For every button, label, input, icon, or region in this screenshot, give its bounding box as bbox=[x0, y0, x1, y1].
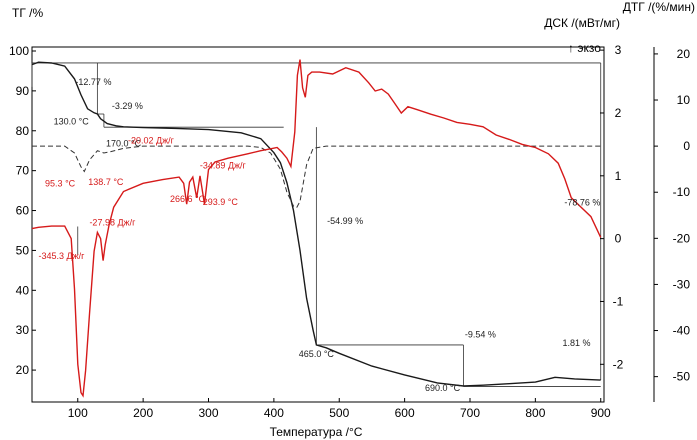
annotation-label: -9.54 % bbox=[465, 329, 496, 339]
annotation-label: 138.7 °C bbox=[88, 177, 124, 187]
y-dtg-tick-label: -40 bbox=[673, 324, 691, 338]
annotation-label: 95.3 °C bbox=[45, 179, 76, 189]
y-dsc-tick-label: 3 bbox=[615, 43, 622, 57]
y-tg-tick-label: 30 bbox=[16, 323, 30, 337]
annotation-label: -54.99 % bbox=[327, 216, 363, 226]
annotation-label: -3.29 % bbox=[112, 101, 143, 111]
y-axis-title-dsc: ДСК /(мВт/мг) bbox=[544, 16, 620, 30]
x-tick-label: 100 bbox=[68, 406, 88, 420]
y-dtg-tick-label: 10 bbox=[677, 93, 691, 107]
x-tick-label: 300 bbox=[198, 406, 218, 420]
x-tick-label: 500 bbox=[329, 406, 349, 420]
y-dsc-tick-label: 0 bbox=[615, 232, 622, 246]
y-dsc-tick-label: 1 bbox=[615, 169, 622, 183]
y-tg-tick-label: 100 bbox=[9, 44, 29, 58]
y-dtg-tick-label: 20 bbox=[677, 47, 691, 61]
annotation-label: -78.76 % bbox=[564, 197, 600, 207]
y-tg-tick-label: 40 bbox=[16, 283, 30, 297]
y-dtg-tick-label: -20 bbox=[673, 231, 691, 245]
series-line-dsc bbox=[31, 59, 602, 398]
x-tick-label: 200 bbox=[133, 406, 153, 420]
annotation-label: 465.0 °C bbox=[299, 349, 335, 359]
plot-area-frame bbox=[31, 46, 605, 403]
annotation-label: -345.3 Дж/г bbox=[38, 251, 85, 261]
annotation-label: -12.77 % bbox=[75, 77, 111, 87]
annotation-label: 130.0 °C bbox=[54, 116, 90, 126]
annotation-label: 170.0 °C bbox=[106, 139, 142, 149]
y-tg-tick-label: 60 bbox=[16, 204, 30, 218]
annotation-label: 293.9 °C bbox=[203, 197, 239, 207]
annotation-label: 266.6 °C bbox=[170, 194, 206, 204]
annotation-label: -34.89 Дж/г bbox=[200, 160, 247, 170]
annotation-label: -20.02 Дж/г bbox=[128, 136, 175, 146]
y-axis-title-dtg: ДТГ /(%/мин) bbox=[623, 0, 695, 14]
y-dtg-tick-label: -50 bbox=[673, 370, 691, 384]
x-tick-label: 700 bbox=[460, 406, 480, 420]
y-dtg-tick-label: 0 bbox=[683, 139, 690, 153]
x-axis-title: Температура /°C bbox=[270, 425, 363, 439]
y-tg-tick-label: 80 bbox=[16, 124, 30, 138]
y-dsc-tick-label: 2 bbox=[615, 106, 622, 120]
x-tick-label: 400 bbox=[264, 406, 284, 420]
x-tick-label: 900 bbox=[591, 406, 611, 420]
y-tg-tick-label: 70 bbox=[16, 164, 30, 178]
series-line-tg bbox=[31, 61, 601, 387]
y-axis-title-tg: ТГ /% bbox=[12, 6, 43, 20]
y-tg-tick-label: 50 bbox=[16, 243, 30, 257]
y-dsc-tick-label: -2 bbox=[613, 357, 624, 371]
y-dtg-tick-label: -10 bbox=[673, 185, 691, 199]
annotation-label: 690.0 °C bbox=[425, 383, 461, 393]
y-dtg-tick-label: -30 bbox=[673, 277, 691, 291]
annotation-label: -27.98 Дж/г bbox=[89, 218, 136, 228]
x-tick-label: 800 bbox=[525, 406, 545, 420]
exo-direction-label: ↑ экзо bbox=[568, 41, 601, 55]
y-dsc-tick-label: -1 bbox=[613, 294, 624, 308]
annotation-label: 1.81 % bbox=[563, 338, 591, 348]
x-tick-label: 600 bbox=[395, 406, 415, 420]
y-tg-tick-label: 90 bbox=[16, 84, 30, 98]
y-tg-tick-label: 20 bbox=[16, 363, 30, 377]
